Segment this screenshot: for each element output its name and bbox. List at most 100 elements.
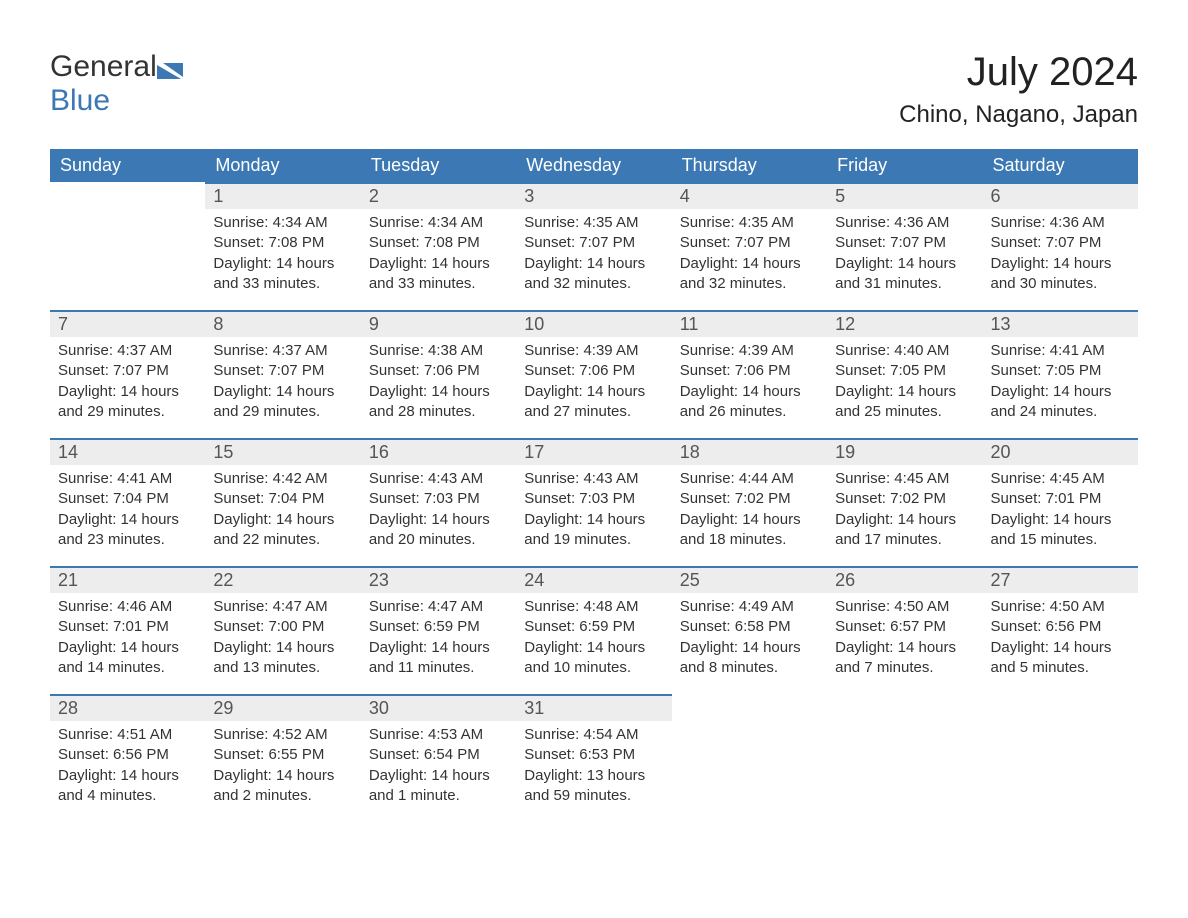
day-details: Sunrise: 4:39 AMSunset: 7:06 PMDaylight:…	[516, 337, 671, 432]
day-line-day2: and 24 minutes.	[991, 402, 1130, 422]
day-number: 24	[516, 568, 671, 593]
day-line-day1: Daylight: 14 hours	[369, 382, 508, 402]
day-line-sunset: Sunset: 6:56 PM	[58, 745, 197, 765]
calendar-cell: 30Sunrise: 4:53 AMSunset: 6:54 PMDayligh…	[361, 694, 516, 822]
day-line-day2: and 31 minutes.	[835, 274, 974, 294]
day-details: Sunrise: 4:34 AMSunset: 7:08 PMDaylight:…	[361, 209, 516, 304]
day-line-day1: Daylight: 14 hours	[991, 254, 1130, 274]
day-line-day2: and 27 minutes.	[524, 402, 663, 422]
day-line-day2: and 59 minutes.	[524, 786, 663, 806]
day-line-sunrise: Sunrise: 4:50 AM	[835, 597, 974, 617]
calendar-week: 28Sunrise: 4:51 AMSunset: 6:56 PMDayligh…	[50, 694, 1138, 822]
weekday-header: Wednesday	[516, 149, 671, 182]
day-line-sunset: Sunset: 7:01 PM	[58, 617, 197, 637]
day-details: Sunrise: 4:37 AMSunset: 7:07 PMDaylight:…	[205, 337, 360, 432]
day-details: Sunrise: 4:43 AMSunset: 7:03 PMDaylight:…	[361, 465, 516, 560]
day-details: Sunrise: 4:34 AMSunset: 7:08 PMDaylight:…	[205, 209, 360, 304]
day-number: 17	[516, 440, 671, 465]
day-line-sunset: Sunset: 7:06 PM	[369, 361, 508, 381]
day-line-sunrise: Sunrise: 4:46 AM	[58, 597, 197, 617]
calendar-week: 1Sunrise: 4:34 AMSunset: 7:08 PMDaylight…	[50, 182, 1138, 310]
day-line-sunrise: Sunrise: 4:34 AM	[369, 213, 508, 233]
day-line-day2: and 11 minutes.	[369, 658, 508, 678]
day-number: 20	[983, 440, 1138, 465]
day-line-sunset: Sunset: 7:08 PM	[369, 233, 508, 253]
calendar-cell	[50, 182, 205, 310]
day-number: 27	[983, 568, 1138, 593]
day-line-sunrise: Sunrise: 4:43 AM	[369, 469, 508, 489]
month-title: July 2024	[899, 50, 1138, 95]
day-line-day1: Daylight: 14 hours	[680, 254, 819, 274]
day-line-day2: and 33 minutes.	[213, 274, 352, 294]
day-details: Sunrise: 4:54 AMSunset: 6:53 PMDaylight:…	[516, 721, 671, 816]
day-line-sunset: Sunset: 7:01 PM	[991, 489, 1130, 509]
day-details: Sunrise: 4:48 AMSunset: 6:59 PMDaylight:…	[516, 593, 671, 688]
day-line-sunset: Sunset: 7:02 PM	[835, 489, 974, 509]
day-details: Sunrise: 4:47 AMSunset: 6:59 PMDaylight:…	[361, 593, 516, 688]
day-number: 9	[361, 312, 516, 337]
day-line-sunrise: Sunrise: 4:41 AM	[58, 469, 197, 489]
day-line-sunset: Sunset: 7:07 PM	[680, 233, 819, 253]
day-line-day2: and 15 minutes.	[991, 530, 1130, 550]
day-details: Sunrise: 4:35 AMSunset: 7:07 PMDaylight:…	[516, 209, 671, 304]
weekday-header: Tuesday	[361, 149, 516, 182]
day-number: 21	[50, 568, 205, 593]
day-line-day2: and 30 minutes.	[991, 274, 1130, 294]
day-details: Sunrise: 4:36 AMSunset: 7:07 PMDaylight:…	[827, 209, 982, 304]
weekday-header: Saturday	[983, 149, 1138, 182]
day-line-sunrise: Sunrise: 4:40 AM	[835, 341, 974, 361]
day-details: Sunrise: 4:51 AMSunset: 6:56 PMDaylight:…	[50, 721, 205, 816]
day-line-sunrise: Sunrise: 4:35 AM	[524, 213, 663, 233]
title-block: July 2024 Chino, Nagano, Japan	[899, 50, 1138, 129]
day-line-day1: Daylight: 14 hours	[213, 382, 352, 402]
day-line-day1: Daylight: 14 hours	[369, 510, 508, 530]
day-line-sunrise: Sunrise: 4:42 AM	[213, 469, 352, 489]
day-line-sunrise: Sunrise: 4:47 AM	[369, 597, 508, 617]
calendar-cell: 24Sunrise: 4:48 AMSunset: 6:59 PMDayligh…	[516, 566, 671, 694]
day-line-sunset: Sunset: 7:06 PM	[524, 361, 663, 381]
day-number: 15	[205, 440, 360, 465]
day-line-sunset: Sunset: 7:02 PM	[680, 489, 819, 509]
day-line-sunrise: Sunrise: 4:49 AM	[680, 597, 819, 617]
location-subtitle: Chino, Nagano, Japan	[899, 101, 1138, 129]
day-line-day2: and 32 minutes.	[680, 274, 819, 294]
day-line-day2: and 32 minutes.	[524, 274, 663, 294]
day-details: Sunrise: 4:46 AMSunset: 7:01 PMDaylight:…	[50, 593, 205, 688]
day-number: 1	[205, 184, 360, 209]
day-details: Sunrise: 4:40 AMSunset: 7:05 PMDaylight:…	[827, 337, 982, 432]
day-details: Sunrise: 4:44 AMSunset: 7:02 PMDaylight:…	[672, 465, 827, 560]
calendar-cell: 21Sunrise: 4:46 AMSunset: 7:01 PMDayligh…	[50, 566, 205, 694]
day-line-day1: Daylight: 14 hours	[991, 382, 1130, 402]
day-line-sunrise: Sunrise: 4:48 AM	[524, 597, 663, 617]
day-line-day1: Daylight: 14 hours	[58, 510, 197, 530]
day-line-sunset: Sunset: 7:03 PM	[369, 489, 508, 509]
day-line-sunrise: Sunrise: 4:34 AM	[213, 213, 352, 233]
day-number: 18	[672, 440, 827, 465]
day-details: Sunrise: 4:35 AMSunset: 7:07 PMDaylight:…	[672, 209, 827, 304]
day-number: 8	[205, 312, 360, 337]
day-line-sunset: Sunset: 7:07 PM	[58, 361, 197, 381]
day-line-day2: and 13 minutes.	[213, 658, 352, 678]
day-line-sunrise: Sunrise: 4:36 AM	[835, 213, 974, 233]
calendar-cell: 26Sunrise: 4:50 AMSunset: 6:57 PMDayligh…	[827, 566, 982, 694]
day-line-day2: and 17 minutes.	[835, 530, 974, 550]
day-details: Sunrise: 4:47 AMSunset: 7:00 PMDaylight:…	[205, 593, 360, 688]
day-number: 26	[827, 568, 982, 593]
day-line-sunrise: Sunrise: 4:47 AM	[213, 597, 352, 617]
day-line-sunset: Sunset: 7:07 PM	[524, 233, 663, 253]
calendar-cell	[983, 694, 1138, 822]
logo: General Blue	[50, 50, 187, 118]
day-line-sunset: Sunset: 6:58 PM	[680, 617, 819, 637]
day-number: 22	[205, 568, 360, 593]
calendar-cell: 9Sunrise: 4:38 AMSunset: 7:06 PMDaylight…	[361, 310, 516, 438]
day-line-day1: Daylight: 14 hours	[58, 766, 197, 786]
calendar-cell: 2Sunrise: 4:34 AMSunset: 7:08 PMDaylight…	[361, 182, 516, 310]
logo-word2: Blue	[50, 84, 187, 118]
calendar-cell: 3Sunrise: 4:35 AMSunset: 7:07 PMDaylight…	[516, 182, 671, 310]
day-line-day1: Daylight: 14 hours	[369, 254, 508, 274]
day-line-sunrise: Sunrise: 4:39 AM	[524, 341, 663, 361]
weekday-header: Sunday	[50, 149, 205, 182]
day-number: 28	[50, 696, 205, 721]
day-details: Sunrise: 4:39 AMSunset: 7:06 PMDaylight:…	[672, 337, 827, 432]
calendar-cell: 14Sunrise: 4:41 AMSunset: 7:04 PMDayligh…	[50, 438, 205, 566]
